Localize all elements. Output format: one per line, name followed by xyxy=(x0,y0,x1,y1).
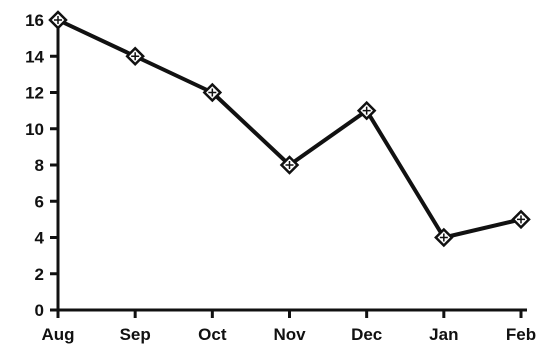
y-tick-label: 6 xyxy=(35,192,44,211)
y-tick-label: 4 xyxy=(35,229,45,248)
data-point-marker-cross xyxy=(362,106,371,115)
x-tick-label: Feb xyxy=(506,325,536,344)
y-tick-label: 8 xyxy=(35,156,44,175)
y-tick-label: 12 xyxy=(25,84,44,103)
x-tick-label: Nov xyxy=(273,325,306,344)
data-point-marker-cross xyxy=(517,215,525,224)
data-point-marker-cross xyxy=(54,16,62,24)
y-tick-label: 10 xyxy=(25,120,44,139)
y-tick-label: 0 xyxy=(35,301,44,320)
y-axis: 0 2 4 6 8 10 12 14 16 xyxy=(25,11,60,320)
y-tick-label: 16 xyxy=(25,11,44,30)
data-point-marker-cross xyxy=(439,233,448,242)
data-point-marker-cross xyxy=(285,161,294,169)
y-tick-label: 2 xyxy=(35,265,44,284)
x-tick-label: Oct xyxy=(198,325,227,344)
x-axis: Aug Sep Oct Nov Dec Jan Feb xyxy=(41,308,536,344)
series-line-group xyxy=(57,18,522,240)
x-tick-label: Dec xyxy=(351,325,382,344)
data-point-marker-cross xyxy=(131,52,140,61)
x-tick-label: Sep xyxy=(120,325,151,344)
series-line xyxy=(57,18,522,240)
markers-group xyxy=(48,10,531,248)
data-point-marker-cross xyxy=(208,88,217,97)
x-tick-label: Aug xyxy=(41,325,74,344)
y-tick-label: 14 xyxy=(25,47,44,66)
x-tick-label: Jan xyxy=(429,325,458,344)
